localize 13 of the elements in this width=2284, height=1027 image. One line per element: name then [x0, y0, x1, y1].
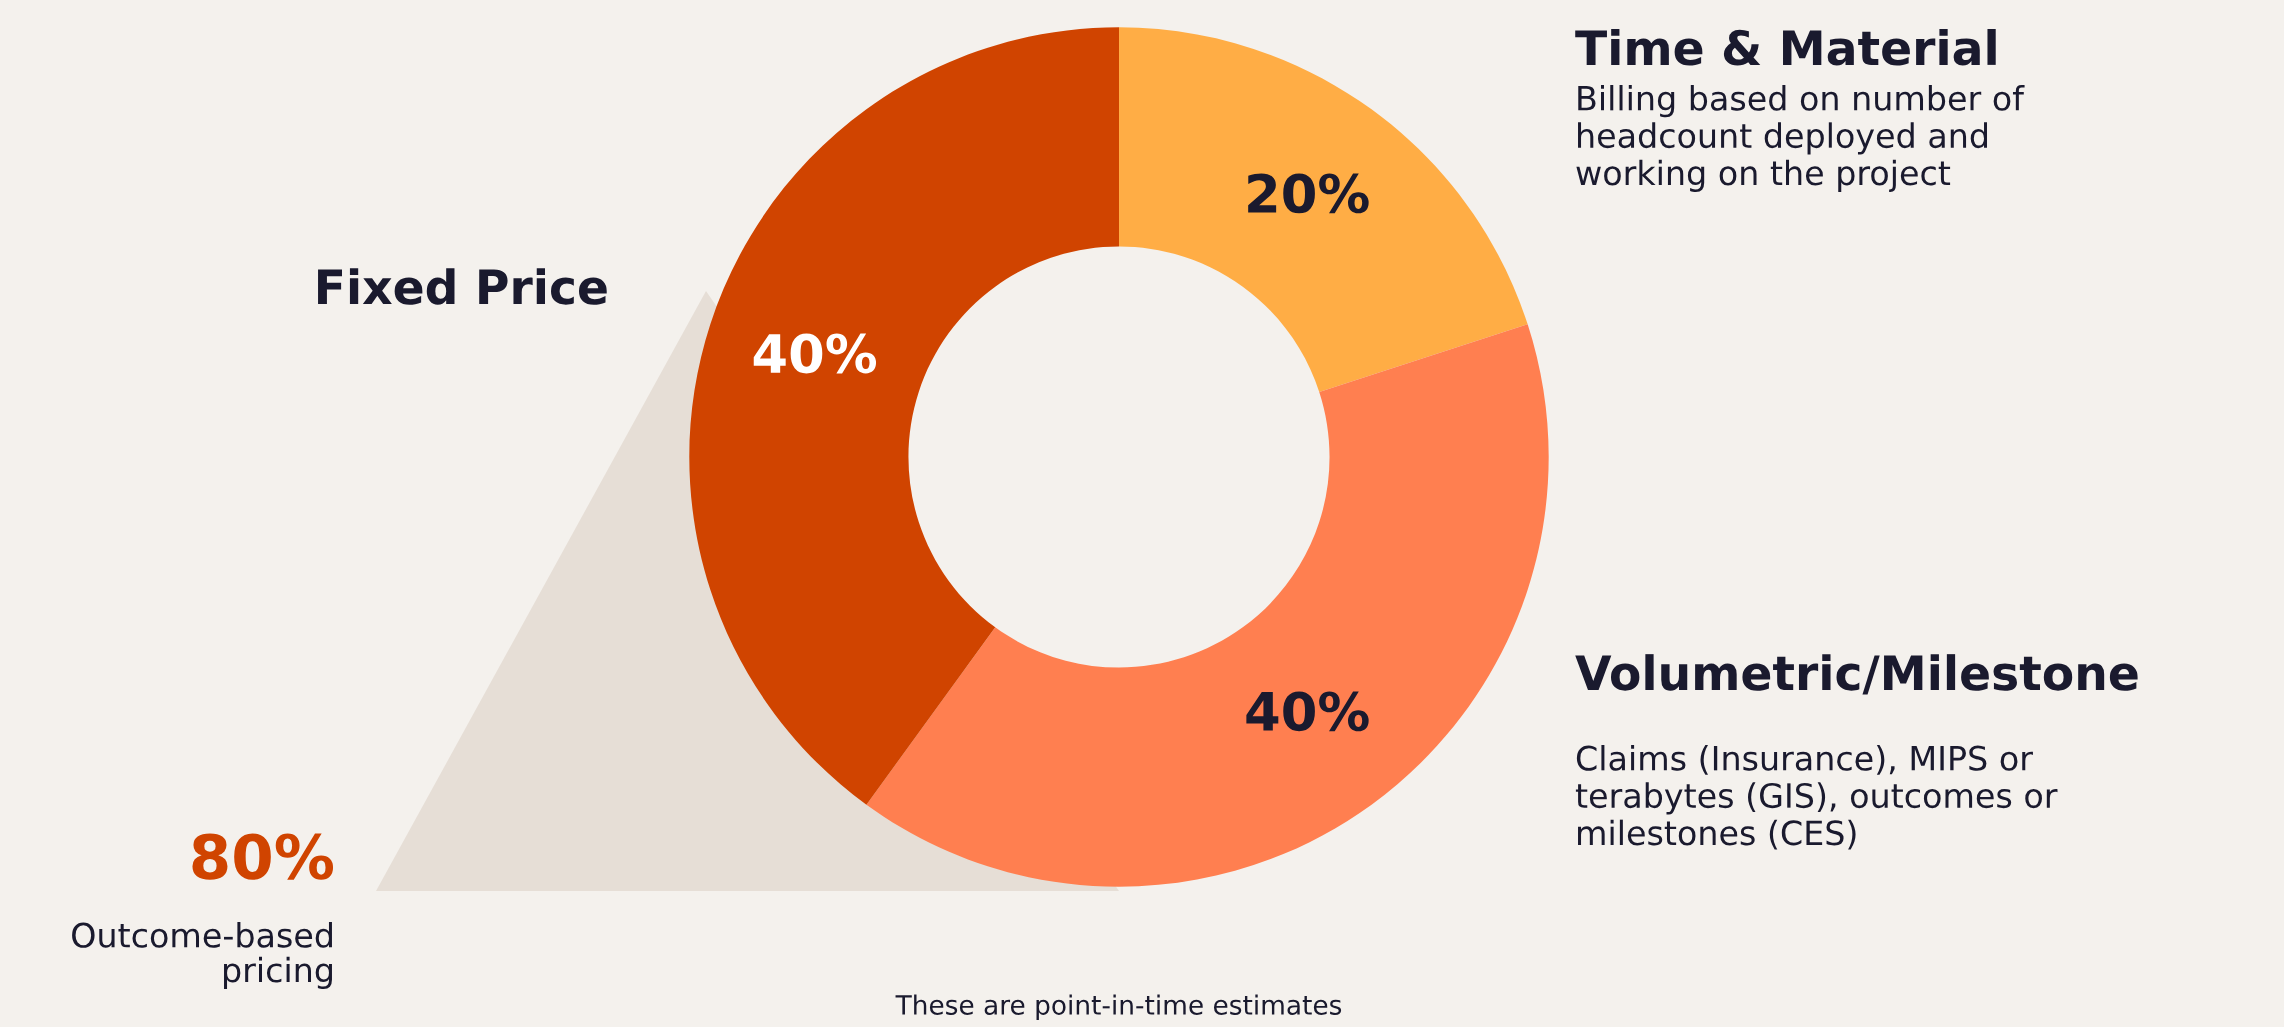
text: These are point-in-time estimates	[895, 994, 1342, 1020]
text: Outcome-based pricing	[72, 922, 332, 990]
slice-label: Time & Material	[1575, 29, 1996, 66]
text: Claims (Insurance), MIPS or terabytes (GIS), outcomes or milestones (CES)	[1575, 745, 2058, 850]
donut-slice	[689, 27, 1119, 805]
data-label: 20%	[1248, 173, 1369, 214]
donut-slice	[1119, 27, 1528, 392]
slice-label: Fixed Price	[318, 268, 607, 305]
data-label: 40%	[1246, 691, 1369, 732]
text: Billing based on number of headcount deployed and working on the project	[1576, 85, 2025, 192]
text: 80%	[192, 833, 334, 880]
slice-label: Volumetric/Milestone	[1575, 654, 2138, 695]
data-label: 40%	[753, 333, 877, 374]
